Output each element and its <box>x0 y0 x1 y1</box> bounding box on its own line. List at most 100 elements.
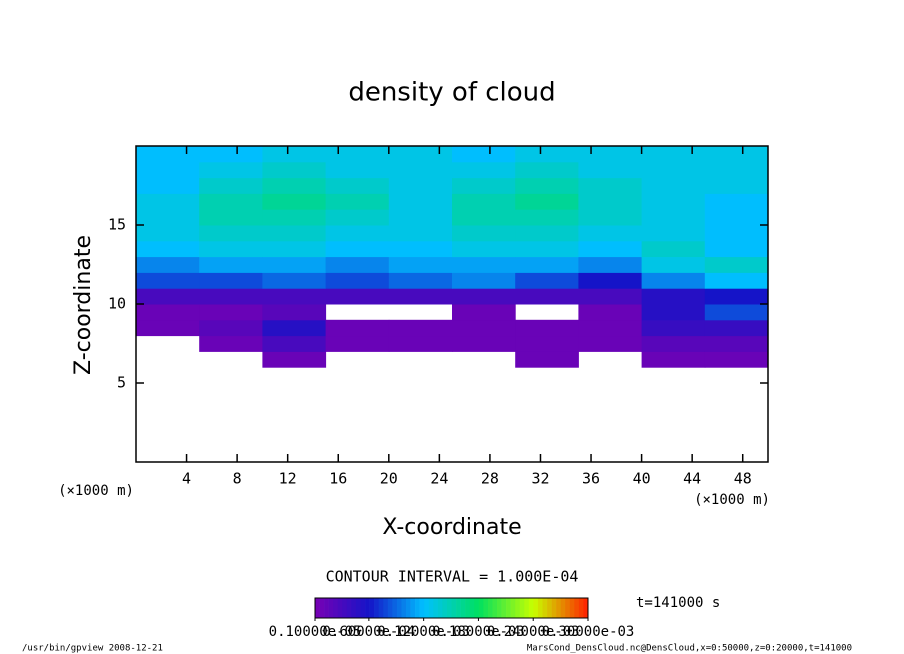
y-tick-label: 5 <box>117 374 126 392</box>
colorbar-swatch <box>424 598 430 618</box>
x-unit-label: (×1000 m) <box>58 483 134 499</box>
heatmap-cell <box>136 319 200 337</box>
heatmap-cell <box>578 225 643 242</box>
colorbar-swatch <box>569 598 575 618</box>
y-tick-label: 10 <box>108 295 126 313</box>
heatmap-cell <box>578 335 643 352</box>
colorbar-swatch <box>469 598 475 618</box>
heatmap-cell <box>641 288 706 305</box>
heatmap-cell <box>325 240 390 258</box>
heatmap-cell <box>452 209 516 226</box>
heatmap-cell <box>704 146 769 163</box>
heatmap-cell <box>262 319 327 337</box>
colorbar-swatch <box>415 598 420 618</box>
colorbar-swatch <box>346 598 352 618</box>
x-tick-label: 36 <box>582 470 600 488</box>
heatmap-cell <box>578 193 643 210</box>
heatmap-cell <box>452 319 516 337</box>
heatmap-cell <box>578 209 643 226</box>
heatmap-cell <box>704 288 769 305</box>
heatmap-cell <box>641 209 706 226</box>
heatmap-cell <box>325 288 390 305</box>
heatmap-cell <box>199 225 263 242</box>
contour-interval: CONTOUR INTERVAL = 1.000E-04 <box>326 568 579 586</box>
heatmap-cell <box>578 272 643 289</box>
heatmap-cell <box>515 288 579 305</box>
colorbar-swatch <box>551 598 557 618</box>
heatmap-cell <box>262 288 327 305</box>
heatmap-cell <box>325 161 390 179</box>
colorbar-swatch <box>387 598 393 618</box>
heatmap-cell <box>515 335 579 352</box>
colorbar-tick-label: 0.12000e-03 <box>377 624 470 640</box>
heatmap-cell <box>388 161 453 179</box>
colorbar-tick-label: 0.30000e-03 <box>542 624 635 640</box>
footer-left: /usr/bin/gpview 2008-12-21 <box>22 644 163 654</box>
colorbar-swatch <box>369 598 375 618</box>
colorbar-swatch <box>401 598 407 618</box>
colorbar-swatch <box>396 598 402 618</box>
heatmap-cell <box>136 193 200 210</box>
heatmap-cell <box>325 177 390 194</box>
heatmap-cell <box>199 209 263 226</box>
colorbar-swatch <box>519 598 525 618</box>
heatmap-cell <box>515 209 579 226</box>
colorbar-tick-label: 0.60000e-04 <box>323 624 416 640</box>
heatmap-cell <box>388 209 453 226</box>
heatmap-cell <box>262 256 327 273</box>
heatmap-cell <box>388 272 453 289</box>
colorbar-swatch <box>342 598 348 618</box>
heatmap-cell <box>136 209 200 226</box>
colorbar-swatch <box>437 598 443 618</box>
colorbar-swatch <box>456 598 461 618</box>
heatmap-cell <box>641 146 706 163</box>
colorbar-swatch <box>556 598 561 618</box>
colorbar-swatch <box>360 598 366 618</box>
y-tick-label: 15 <box>108 216 126 234</box>
heatmap-cell <box>704 209 769 226</box>
x-axis-label: X-coordinate <box>382 515 521 540</box>
heatmap-cell <box>136 288 200 305</box>
heatmap-cell <box>199 240 263 258</box>
colorbar-swatch <box>383 598 389 618</box>
heatmap-cell <box>704 225 769 242</box>
heatmap-cell <box>199 288 263 305</box>
colorbar-swatch <box>565 598 571 618</box>
heatmap-cell <box>515 161 579 179</box>
heatmap-cell <box>515 256 579 273</box>
heatmap-cell <box>199 177 263 194</box>
heatmap-cell <box>136 177 200 194</box>
heatmap-cell <box>641 304 706 321</box>
colorbar-tick-label: 0.24000e-03 <box>487 624 580 640</box>
heatmap-cell <box>515 351 579 368</box>
x-tick-label: 28 <box>481 470 499 488</box>
heatmap-cell <box>325 193 390 210</box>
colorbar-swatch <box>492 598 498 618</box>
heatmap-cell <box>515 225 579 242</box>
heatmap-cell <box>452 335 516 352</box>
heatmap-cell <box>452 304 516 321</box>
heatmap-cell <box>515 319 579 337</box>
heatmap-cell <box>262 177 327 194</box>
chart-title: density of cloud <box>348 78 555 108</box>
colorbar-swatch <box>574 598 580 618</box>
heatmap-cell <box>578 161 643 179</box>
colorbar-swatch <box>433 598 439 618</box>
heatmap-cell <box>136 240 200 258</box>
heatmap-cell <box>388 256 453 273</box>
colorbar-tick-label: 0.10000e-05 <box>269 624 362 640</box>
colorbar-swatch <box>537 598 543 618</box>
colorbar-swatch <box>524 598 530 618</box>
colorbar-swatch <box>533 598 539 618</box>
colorbar-swatch <box>451 598 457 618</box>
heatmap-cell <box>641 240 706 258</box>
colorbar-swatch <box>355 598 361 618</box>
x-tick-label: 44 <box>683 470 701 488</box>
colorbar-swatch <box>410 598 416 618</box>
x-unit-label: (×1000 m) <box>694 492 770 508</box>
x-tick-label: 40 <box>633 470 651 488</box>
heatmap-cell <box>515 146 579 163</box>
colorbar-swatch <box>333 598 339 618</box>
colorbar-swatch <box>510 598 516 618</box>
